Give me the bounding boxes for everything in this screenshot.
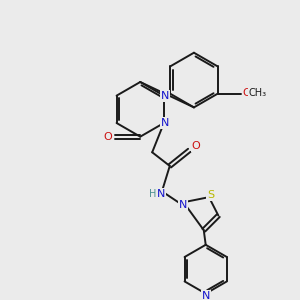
Text: O: O xyxy=(242,88,251,98)
Text: N: N xyxy=(179,200,188,210)
Text: O: O xyxy=(192,141,200,152)
Text: N: N xyxy=(157,189,165,199)
Text: N: N xyxy=(202,291,210,300)
Text: O: O xyxy=(103,132,112,142)
Text: N: N xyxy=(161,118,169,128)
Text: H: H xyxy=(148,189,156,199)
Text: N: N xyxy=(161,91,169,101)
Text: S: S xyxy=(207,190,214,200)
Text: CH₃: CH₃ xyxy=(249,88,267,98)
